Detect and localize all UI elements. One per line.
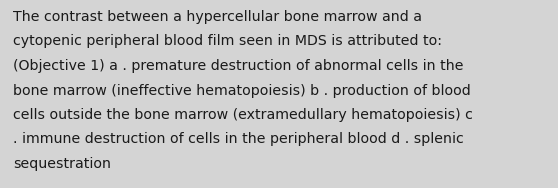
Text: sequestration: sequestration: [13, 157, 111, 171]
Text: cytopenic peripheral blood film seen in MDS is attributed to:: cytopenic peripheral blood film seen in …: [13, 35, 442, 49]
Text: . immune destruction of cells in the peripheral blood d . splenic: . immune destruction of cells in the per…: [13, 133, 464, 146]
Text: (Objective 1) a . premature destruction of abnormal cells in the: (Objective 1) a . premature destruction …: [13, 59, 464, 73]
Text: cells outside the bone marrow (extramedullary hematopoiesis) c: cells outside the bone marrow (extramedu…: [13, 108, 473, 122]
Text: bone marrow (ineffective hematopoiesis) b . production of blood: bone marrow (ineffective hematopoiesis) …: [13, 83, 471, 98]
Text: The contrast between a hypercellular bone marrow and a: The contrast between a hypercellular bon…: [13, 10, 422, 24]
